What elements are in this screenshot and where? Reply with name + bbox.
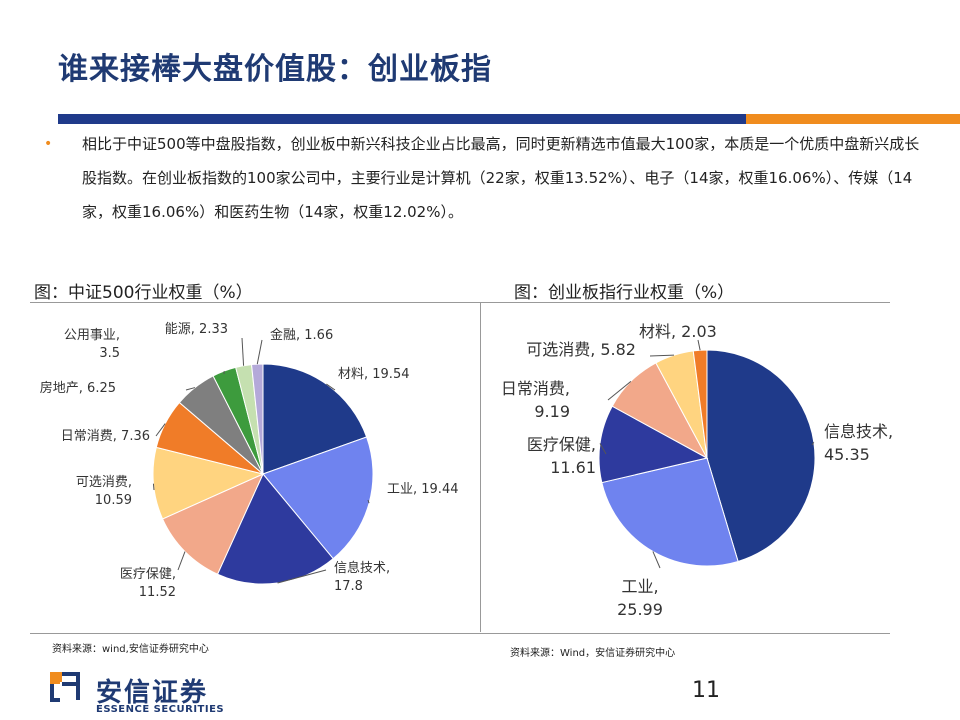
pie1-label-0: 信息技术, xyxy=(824,422,893,441)
right-chart-title: 图：创业板指行业权重（%） xyxy=(514,283,735,303)
pie0-label-5: 日常消费, 7.36 xyxy=(61,429,150,444)
pie0-label-7: 3.5 xyxy=(99,346,120,361)
left-source-note: 资料来源：wind,安信证券研究中心 xyxy=(52,644,209,655)
slide-title: 谁来接棒大盘价值股：创业板指 xyxy=(58,52,492,87)
pie0-slice-9 xyxy=(250,363,264,475)
pie0-label-7: 公用事业, xyxy=(64,328,120,343)
pie0-label-4: 10.59 xyxy=(95,493,132,508)
pie1-leader-5 xyxy=(697,339,701,351)
pie1-label-2: 医疗保健, xyxy=(527,435,596,454)
company-logo-icon xyxy=(50,672,80,702)
pie0-label-2: 17.8 xyxy=(334,579,363,594)
left-chart-title: 图：中证500行业权重（%） xyxy=(34,283,253,303)
bullet-marker: • xyxy=(44,136,53,152)
chart-divider xyxy=(480,302,481,632)
right-source-note: 资料来源：Wind，安信证券研究中心 xyxy=(510,648,676,659)
pie0-label-0: 材料, 19.54 xyxy=(338,367,409,382)
pie0-label-1: 工业, 19.44 xyxy=(387,482,458,497)
summary-paragraph: 相比于中证500等中盘股指数，创业板中新兴科技企业占比最高，同时更新精选市值最大… xyxy=(82,135,920,221)
pie0-leader-2 xyxy=(277,569,327,584)
pie1-label-1: 25.99 xyxy=(617,600,663,619)
chart-frame xyxy=(30,302,890,634)
company-name: 安信证券 xyxy=(96,678,209,708)
pie0-leader-5 xyxy=(155,423,166,437)
pie1-leader-1 xyxy=(652,551,661,569)
pie1-leader-4 xyxy=(649,354,675,357)
pie0-leader-0 xyxy=(326,383,336,391)
pie0-slice-4 xyxy=(152,446,265,520)
pie1-slice-1 xyxy=(601,457,739,567)
pie1-label-4: 可选消费, 5.82 xyxy=(526,340,636,359)
pie1-slice-5 xyxy=(692,349,708,459)
pie0-leader-8 xyxy=(241,337,245,366)
pie0-label-2: 信息技术, xyxy=(334,560,390,576)
pie0-leader-4 xyxy=(152,483,155,491)
pie1-label-5: 材料, 2.03 xyxy=(639,322,717,341)
pie0-label-3: 医疗保健, xyxy=(120,567,176,582)
pie0-slice-3 xyxy=(161,473,265,575)
pie0-leader-6 xyxy=(185,387,196,391)
page-number: 11 xyxy=(692,678,720,703)
pie0-leader-1 xyxy=(367,499,370,504)
pie1-slice-0 xyxy=(706,349,816,563)
title-underline-blue xyxy=(58,114,746,124)
pie1-leader-2 xyxy=(599,443,607,455)
pie1-label-3: 日常消费, xyxy=(501,379,570,398)
pie0-label-4: 可选消费, xyxy=(76,475,132,490)
title-underline-orange xyxy=(746,114,960,124)
pie1-label-3: 9.19 xyxy=(534,402,570,421)
pie1-leader-3 xyxy=(607,380,632,401)
pie1-label-2: 11.61 xyxy=(550,458,596,477)
pie0-leader-9 xyxy=(256,339,263,365)
pie1-label-0: 45.35 xyxy=(824,445,870,464)
pie0-leader-3 xyxy=(177,551,186,571)
pie0-label-8: 能源, 2.33 xyxy=(165,322,228,337)
pie0-label-3: 11.52 xyxy=(139,585,176,600)
pie0-label-6: 房地产, 6.25 xyxy=(40,380,116,396)
pie1-label-1: 工业, xyxy=(621,577,658,596)
company-english-name: ESSENCE SECURITIES xyxy=(96,704,225,715)
pie0-label-9: 金融, 1.66 xyxy=(270,327,333,343)
pie1-leader-0 xyxy=(811,442,815,446)
